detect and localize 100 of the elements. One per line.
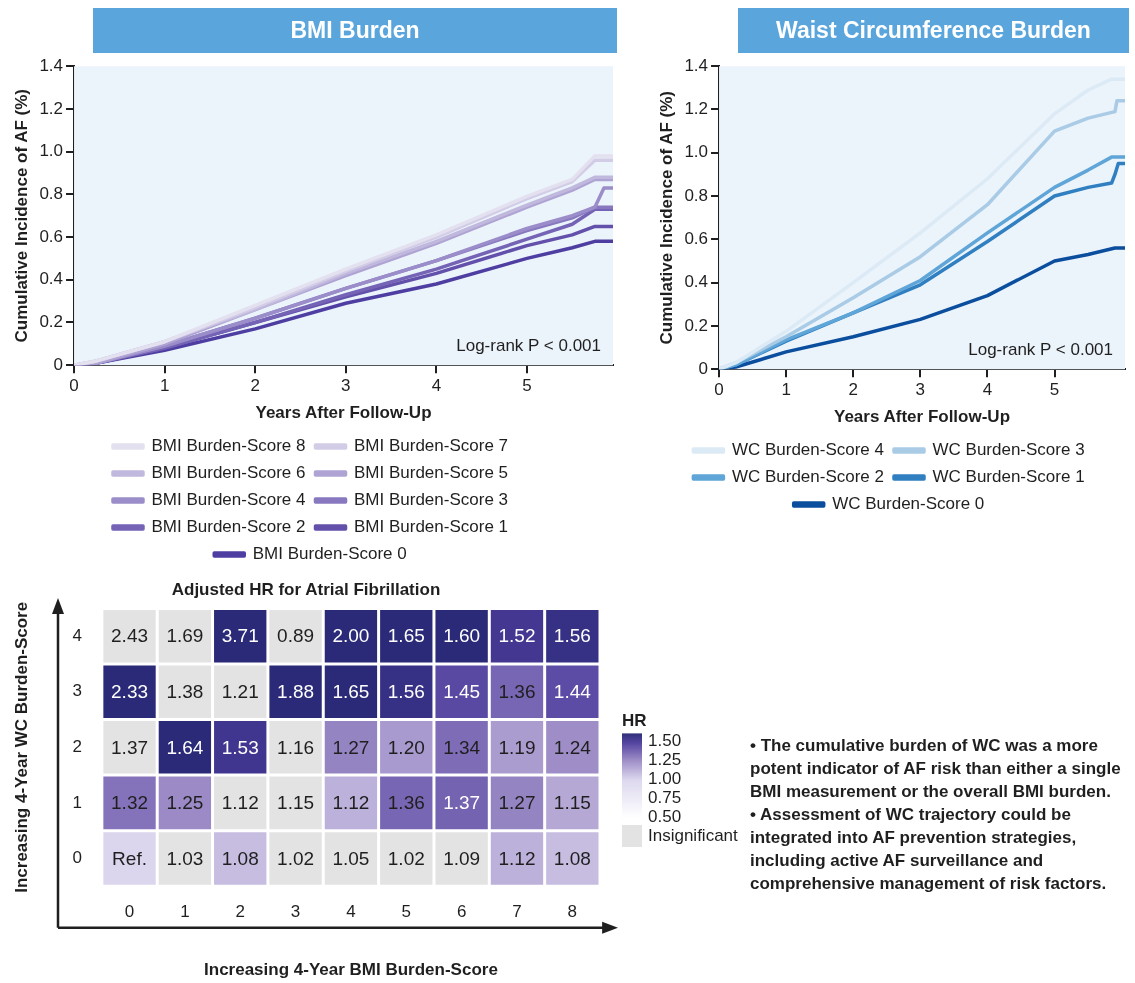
y-tick-label: 1	[72, 792, 82, 812]
y-tick-label: 0	[53, 354, 64, 374]
legend-label: WC Burden-Score 2	[731, 467, 885, 487]
x-tick-label: 1	[159, 376, 170, 396]
data-label: 1.34	[443, 736, 481, 758]
data-label: 1.37	[443, 792, 481, 814]
data-label: 2.33	[111, 680, 149, 702]
legend-label: BMI Burden-Score 3	[354, 490, 509, 510]
x-tick-label: 0	[124, 902, 135, 922]
data-label: 1.27	[332, 736, 370, 758]
text: 1.05	[332, 847, 370, 869]
color-bar-label: 0.75	[648, 788, 682, 808]
y-tick-label: 0.8	[39, 184, 64, 204]
data-label: 1.19	[498, 736, 536, 758]
x-tick-label: 3	[341, 376, 351, 396]
x-tick-label: 4	[431, 376, 442, 396]
text: 1.37	[111, 736, 149, 758]
x-tick-label: 4	[982, 380, 993, 400]
y-tick-label: 1.0	[684, 142, 709, 162]
data-label: 1.36	[387, 792, 425, 814]
y-tick-label: 0.2	[684, 315, 709, 335]
y-tick-label: 1.2	[684, 99, 709, 119]
data-label: 1.44	[553, 680, 592, 702]
text: 1.03	[166, 847, 204, 869]
y-axis-title: Cumulative Incidence of AF (%)	[11, 88, 31, 343]
data-label: 1.65	[387, 625, 425, 647]
y-tick-label: 1.0	[39, 141, 64, 161]
text: 1.16	[277, 736, 315, 758]
text: 1.09	[443, 847, 481, 869]
x-tick-label: 1	[180, 902, 190, 922]
x-tick-label: 7	[512, 902, 522, 922]
y-tick-label: 1.4	[39, 55, 64, 75]
data-label: 1.25	[166, 792, 204, 814]
legend-label: WC Burden-Score 4	[731, 440, 885, 460]
y-axis-title: Increasing 4-Year WC Burden-Score	[11, 601, 31, 893]
annotation: Log-rank P < 0.001	[456, 336, 601, 356]
x-tick-label: 8	[567, 902, 578, 922]
y-tick-label: 1.2	[39, 98, 64, 118]
legend-label: BMI Burden-Score 1	[354, 517, 509, 537]
y-tick-label: 0.4	[39, 269, 64, 289]
data-label: 1.56	[553, 625, 591, 647]
legend-label: WC Burden-Score 3	[932, 440, 1085, 460]
data-label: 3.71	[221, 625, 259, 647]
y-tick-label: 0.4	[684, 272, 709, 292]
color-bar-label: 1.25	[648, 749, 682, 769]
x-tick-label: 4	[346, 902, 356, 922]
data-label: 1.12	[498, 847, 536, 869]
legend-label: BMI Burden-Score 2	[151, 517, 306, 537]
data-label: 1.20	[387, 736, 425, 758]
legend-label: BMI Burden-Score 0	[252, 544, 407, 564]
y-tick-label: 4	[72, 625, 82, 645]
y-tick-label: 0.6	[684, 229, 709, 249]
x-tick-label: 2	[235, 902, 245, 922]
data-label: 1.65	[332, 680, 370, 702]
data-label: Ref.	[112, 847, 147, 869]
x-tick-label: 2	[848, 380, 858, 400]
y-tick-label: 0.8	[684, 185, 709, 205]
legend-label: BMI Burden-Score 8	[151, 436, 306, 456]
legend-label: BMI Burden-Score 4	[151, 490, 306, 510]
data-label: 2.00	[332, 625, 370, 647]
data-label: 1.24	[553, 736, 592, 758]
data-label: 1.56	[387, 680, 425, 702]
x-axis-title: Years After Follow-Up	[255, 403, 432, 423]
text: Insignificant	[648, 826, 738, 847]
x-tick-label: 5	[1049, 380, 1060, 400]
y-tick-label: 1.4	[684, 55, 709, 75]
chart-title: BMI Burden	[93, 8, 617, 53]
x-axis-title: Years After Follow-Up	[834, 407, 1011, 427]
data-label: 1.53	[221, 736, 259, 758]
text: • The cumulative burden of WC was a more potent indicator of AF risk than either a single BMI measurement or the overall BMI burden.	[750, 735, 1122, 803]
data-label: 1.15	[553, 792, 591, 814]
x-axis-title: Increasing 4-Year BMI Burden-Score	[204, 960, 498, 980]
x-tick-label: 6	[456, 902, 467, 922]
data-label: 1.12	[332, 792, 370, 814]
x-tick-label: 0	[714, 380, 724, 400]
chart-title: Adjusted HR for Atrial Fibrillation	[171, 579, 441, 599]
x-tick-label: 5	[401, 902, 412, 922]
y-axis-title: Cumulative Incidence of AF (%)	[656, 90, 676, 345]
annotation: Log-rank P < 0.001	[968, 340, 1113, 360]
y-tick-label: 3	[72, 681, 82, 701]
text: • Assessment of WC trajectory could be integrated into AF prevention strategies, including active AF surveillance and comprehensive management of risk factors.	[750, 804, 1108, 895]
y-tick-label: 0	[72, 848, 82, 868]
text: 1.02	[387, 847, 425, 869]
text: 1.38	[166, 680, 204, 702]
text: 1.02	[277, 847, 315, 869]
text: 1.12	[221, 792, 259, 814]
data-label: 1.27	[498, 792, 536, 814]
color-bar-title: HR	[622, 710, 647, 730]
x-tick-label: 3	[915, 380, 926, 400]
x-tick-label: 1	[781, 380, 791, 400]
data-label: 1.32	[111, 792, 149, 814]
legend-label: BMI Burden-Score 6	[151, 463, 306, 483]
color-bar-label: 1.00	[648, 768, 682, 788]
text: 1.15	[277, 792, 315, 814]
data-label: 1.08	[221, 847, 259, 869]
y-tick-label: 0.2	[39, 312, 64, 332]
legend-label: BMI Burden-Score 5	[354, 463, 509, 483]
data-label: 1.36	[498, 680, 536, 702]
text: 2.43	[111, 625, 149, 647]
data-label: 1.45	[443, 680, 481, 702]
